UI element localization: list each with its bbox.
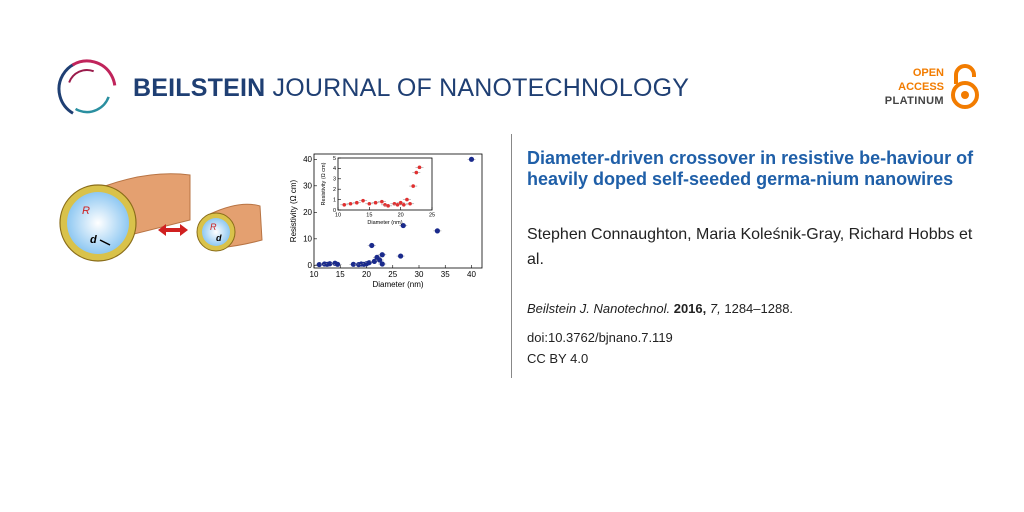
- main-ytick-label: 20: [303, 208, 312, 217]
- depletion-label-large: d: [90, 234, 97, 246]
- main-point: [400, 222, 406, 229]
- main-xtick-label: 35: [441, 270, 450, 279]
- main-xtick-label: 20: [362, 270, 371, 279]
- inset-point: [380, 199, 384, 204]
- main-ytick-label: 10: [303, 235, 312, 244]
- inset-point: [408, 201, 412, 206]
- open-access-badge: OPEN ACCESS PLATINUM: [820, 64, 1000, 112]
- vertical-divider: [511, 134, 512, 378]
- small-nanowire-illustration: R d: [196, 203, 263, 252]
- inset-point: [417, 165, 422, 170]
- inset-xlabel: Diameter (nm): [367, 220, 402, 226]
- inset-ytick-label: 4: [333, 166, 336, 172]
- citation-volume: 7,: [709, 301, 721, 316]
- main-xtick-label: 15: [336, 270, 345, 279]
- citation: Beilstein J. Nanotechnol. 2016, 7, 1284–…: [527, 301, 793, 316]
- radius-label-large: R: [82, 205, 90, 217]
- main-xtick-label: 40: [467, 270, 476, 279]
- inset-xtick-label: 20: [398, 213, 404, 219]
- doi-link[interactable]: doi:10.3762/bjnano.7.119: [527, 330, 673, 345]
- inset-frame: [337, 157, 433, 211]
- inset-point: [342, 203, 347, 207]
- large-nanowire-illustration: R d: [59, 173, 191, 262]
- citation-year: 2016,: [673, 301, 707, 316]
- inset-point: [386, 204, 390, 208]
- graphical-abstract: R d R d 10 15 20 25 30 35 40010203040Diameter …: [59, 153, 483, 289]
- citation-journal: Beilstein J. Nanotechnol.: [527, 301, 671, 316]
- main-point: [316, 261, 322, 268]
- double-arrow-icon: [158, 224, 188, 236]
- inset-ylabel: Resistivity (Ω cm): [321, 162, 327, 205]
- main-point: [379, 261, 385, 267]
- inset-ytick-label: 0: [333, 208, 336, 214]
- open-lock-icon: [951, 64, 979, 109]
- main-point: [434, 228, 440, 234]
- article-authors: Stephen Connaughton, Maria Koleśnik-Gray…: [527, 226, 973, 268]
- journal-title-rest: JOURNAL OF NANOTECHNOLOGY: [265, 74, 690, 102]
- main-point: [468, 156, 475, 162]
- main-point: [377, 257, 383, 263]
- main-point: [366, 260, 372, 266]
- main-point: [369, 242, 375, 249]
- journal-logo-icon: [57, 59, 117, 119]
- main-xlabel: Diameter (nm): [372, 280, 423, 289]
- main-point: [335, 261, 341, 267]
- main-ytick-label: 30: [303, 181, 312, 190]
- inset-point: [414, 170, 419, 175]
- inset-xtick-label: 25: [429, 213, 435, 219]
- oa-access-text: ACCESS: [898, 81, 944, 93]
- main-point: [327, 261, 333, 267]
- inset-point: [411, 184, 416, 188]
- oa-open-text: OPEN: [912, 67, 944, 79]
- open-access-label: OPEN ACCESS PLATINUM: [885, 66, 944, 108]
- inset-point: [398, 200, 403, 205]
- inset-point: [405, 197, 409, 202]
- inset-xtick-label: 10: [335, 213, 341, 219]
- depletion-label-small: d: [216, 233, 222, 243]
- inset-point: [402, 203, 406, 207]
- license-label: CC BY 4.0: [527, 351, 589, 366]
- main-xtick-label: 10: [310, 270, 319, 279]
- main-ytick-label: 0: [308, 261, 313, 270]
- inset-point: [395, 203, 400, 207]
- radius-label-small: R: [210, 222, 217, 232]
- inset-point: [361, 198, 365, 203]
- main-ylabel: Resistivity (Ω cm): [289, 179, 298, 242]
- main-point: [398, 253, 404, 259]
- inset-point: [348, 201, 353, 206]
- inset-xtick-label: 15: [366, 213, 372, 219]
- main-point: [379, 252, 385, 258]
- inset-ytick-label: 3: [333, 177, 336, 183]
- inset-ytick-label: 1: [333, 197, 336, 203]
- journal-title-bold: BEILSTEIN: [133, 74, 266, 102]
- inset-point: [373, 200, 378, 205]
- inset-point: [355, 200, 359, 205]
- article-title: Diameter-driven crossover in resistive b…: [527, 148, 974, 189]
- main-xtick-label: 30: [415, 270, 424, 279]
- main-ytick-label: 40: [303, 155, 312, 164]
- main-xtick-label: 25: [388, 270, 397, 279]
- inset-ytick-label: 5: [333, 156, 336, 162]
- journal-title: BEILSTEIN JOURNAL OF NANOTECHNOLOGY: [133, 74, 689, 103]
- inset-ytick-label: 2: [333, 187, 336, 193]
- main-point: [350, 261, 356, 267]
- citation-pages: 1284–1288.: [724, 301, 794, 316]
- oa-platinum-text: PLATINUM: [884, 95, 944, 107]
- inset-point: [367, 201, 372, 206]
